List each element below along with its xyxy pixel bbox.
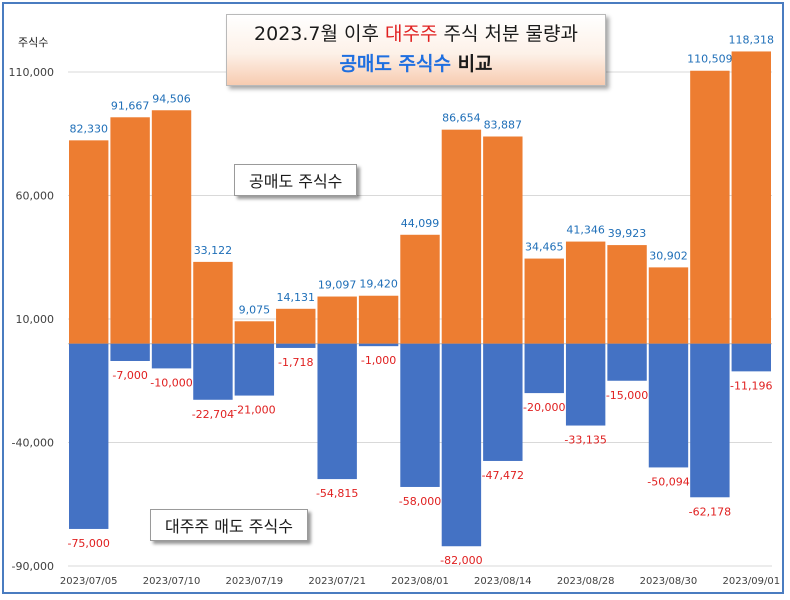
major-bar bbox=[276, 343, 316, 348]
short-bar bbox=[731, 51, 771, 344]
short-bar-label: 91,667 bbox=[111, 99, 150, 112]
major-bar-label: -15,000 bbox=[606, 389, 648, 402]
major-bar-label: -11,196 bbox=[730, 379, 772, 392]
short-bar bbox=[358, 295, 399, 344]
major-bar-label: -7,000 bbox=[112, 369, 147, 382]
chart-title-line1: 2023.7월 이후 대주주 주식 처분 물량과 bbox=[227, 21, 605, 47]
x-tick-label: 2023/08/30 bbox=[640, 576, 698, 587]
short-bar-label: 34,465 bbox=[525, 241, 564, 254]
major-bar-label: -62,178 bbox=[689, 505, 731, 518]
major-bar bbox=[317, 343, 357, 480]
short-bar bbox=[151, 110, 192, 344]
short-bar-label: 44,099 bbox=[401, 217, 440, 230]
major-bar-label: -58,000 bbox=[399, 495, 441, 508]
short-bar-label: 9,075 bbox=[239, 303, 271, 316]
chart-title-line2: 공매도 주식수 비교 bbox=[227, 51, 605, 77]
short-bar-label: 110,509 bbox=[687, 53, 733, 66]
short-bar bbox=[648, 267, 689, 344]
major-bar bbox=[69, 343, 109, 529]
short-bar bbox=[110, 117, 150, 344]
short-bar bbox=[690, 70, 730, 344]
x-tick-label: 2023/09/01 bbox=[722, 576, 780, 587]
major-bar-label: -50,094 bbox=[647, 475, 689, 488]
short-bar bbox=[483, 136, 523, 344]
title-part2: 대주주 bbox=[385, 23, 438, 45]
y-tick-label: -40,000 bbox=[12, 437, 54, 450]
major-bar-label: -75,000 bbox=[67, 537, 109, 550]
major-bar bbox=[151, 343, 192, 369]
annotation-major-sell: 대주주 매도 주식수 bbox=[150, 509, 308, 541]
x-tick-label: 2023/08/01 bbox=[391, 576, 449, 587]
title-part4: 공매도 주식수 bbox=[339, 53, 451, 75]
short-bar bbox=[441, 129, 482, 344]
short-bar-label: 94,506 bbox=[152, 92, 191, 105]
short-bar-label: 19,097 bbox=[318, 279, 357, 292]
title-part5: 비교 bbox=[450, 53, 493, 75]
chart-title-box: 2023.7월 이후 대주주 주식 처분 물량과 공매도 주식수 비교 bbox=[226, 14, 606, 86]
major-bar-label: -1,718 bbox=[278, 356, 313, 369]
short-bar-label: 82,330 bbox=[69, 122, 108, 135]
major-bar bbox=[648, 343, 689, 468]
major-bar bbox=[234, 343, 275, 396]
short-bar bbox=[69, 140, 109, 344]
short-bar-label: 83,887 bbox=[484, 118, 523, 131]
short-bar-label: 39,923 bbox=[608, 227, 647, 240]
short-bar-label: 41,346 bbox=[566, 224, 605, 237]
short-bar-label: 19,420 bbox=[359, 278, 398, 291]
short-bar bbox=[317, 296, 357, 344]
major-bar-label: -54,815 bbox=[316, 487, 358, 500]
x-tick-label: 2023/07/21 bbox=[308, 576, 366, 587]
major-bar bbox=[565, 343, 606, 426]
major-bar bbox=[400, 343, 440, 487]
major-bar bbox=[524, 343, 564, 394]
y-tick-label: -90,000 bbox=[12, 560, 54, 573]
short-bar bbox=[565, 241, 606, 344]
x-tick-label: 2023/07/05 bbox=[60, 576, 118, 587]
major-bar bbox=[731, 343, 771, 372]
short-bar-label: 118,318 bbox=[729, 33, 775, 46]
major-bar-label: -47,472 bbox=[482, 469, 524, 482]
short-bar bbox=[193, 261, 233, 344]
short-bar-label: 14,131 bbox=[277, 291, 316, 304]
short-bar bbox=[400, 234, 440, 344]
y-axis-title: 주식수 bbox=[18, 36, 49, 49]
major-bar-label: -10,000 bbox=[150, 376, 192, 389]
major-bar-label: -33,135 bbox=[564, 434, 606, 447]
major-bar bbox=[483, 343, 523, 461]
major-bar bbox=[607, 343, 647, 381]
major-bar bbox=[690, 343, 730, 498]
short-bar-label: 86,654 bbox=[442, 112, 481, 125]
x-tick-label: 2023/08/14 bbox=[474, 576, 532, 587]
short-bar-label: 33,122 bbox=[194, 244, 233, 257]
short-bar bbox=[607, 245, 647, 344]
short-bar-label: 30,902 bbox=[649, 249, 688, 262]
major-bar-label: -20,000 bbox=[523, 401, 565, 414]
major-bar bbox=[441, 343, 482, 547]
major-bar-label: -1,000 bbox=[361, 354, 396, 367]
title-part1: 2023.7월 이후 bbox=[254, 23, 386, 45]
major-bar bbox=[358, 343, 399, 347]
x-tick-label: 2023/08/28 bbox=[557, 576, 615, 587]
annotation-short-shares: 공매도 주식수 bbox=[234, 164, 358, 196]
major-bar-label: -82,000 bbox=[440, 554, 482, 567]
short-bar bbox=[276, 308, 316, 344]
short-bar bbox=[524, 258, 564, 344]
major-bar bbox=[193, 343, 233, 400]
chart-frame: -90,000 -40,000 10,000 60,000 110,000 82,330 -… bbox=[2, 2, 784, 594]
short-bar bbox=[234, 321, 275, 344]
major-bar bbox=[110, 343, 150, 361]
major-bar-label: -21,000 bbox=[233, 404, 275, 417]
y-tick-label: 60,000 bbox=[16, 190, 55, 203]
x-tick-label: 2023/07/10 bbox=[143, 576, 201, 587]
x-tick-label: 2023/07/19 bbox=[226, 576, 284, 587]
y-tick-label: 110,000 bbox=[9, 66, 55, 79]
title-part3: 주식 처분 물량과 bbox=[437, 23, 578, 45]
major-bar-label: -22,704 bbox=[192, 408, 234, 421]
y-tick-label: 10,000 bbox=[16, 313, 55, 326]
chart-plot: -90,000 -40,000 10,000 60,000 110,000 82,330 -… bbox=[9, 33, 781, 587]
